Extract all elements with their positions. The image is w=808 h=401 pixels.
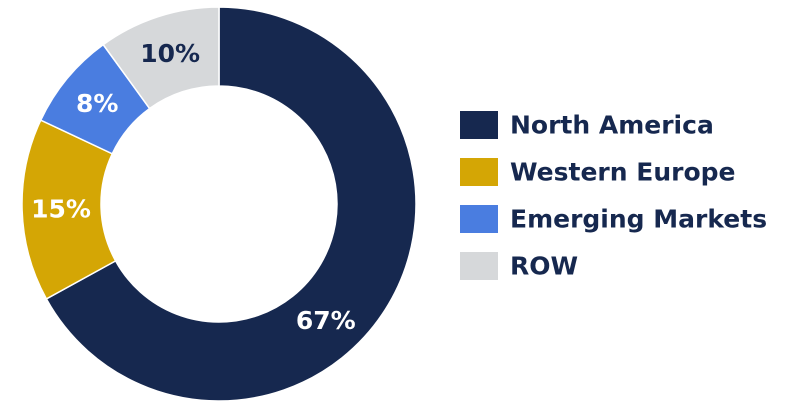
legend-item: Emerging Markets [460,205,767,234]
legend-item: North America [460,111,714,140]
legend-swatch [460,158,498,186]
slice-value-label: 10% [140,39,200,68]
legend-label: Western Europe [510,158,736,187]
legend-label: Emerging Markets [510,205,767,234]
slice-row [102,6,220,110]
legend-label: ROW [510,252,578,281]
legend-item: Western Europe [460,158,736,187]
slice-labels: 67% 15% 8% 10% [31,39,356,335]
donut-slices [21,6,417,401]
legend-label: North America [510,111,714,140]
slice-value-label: 67% [296,306,356,335]
legend-swatch [460,111,498,139]
legend-swatch [460,252,498,280]
legend-swatch [460,205,498,233]
slice-value-label: 8% [76,89,118,118]
legend: North America Western Europe Emerging Mark… [460,111,767,281]
legend-item: ROW [460,252,578,281]
slice-north-america [45,6,417,401]
slice-value-label: 15% [31,194,91,223]
